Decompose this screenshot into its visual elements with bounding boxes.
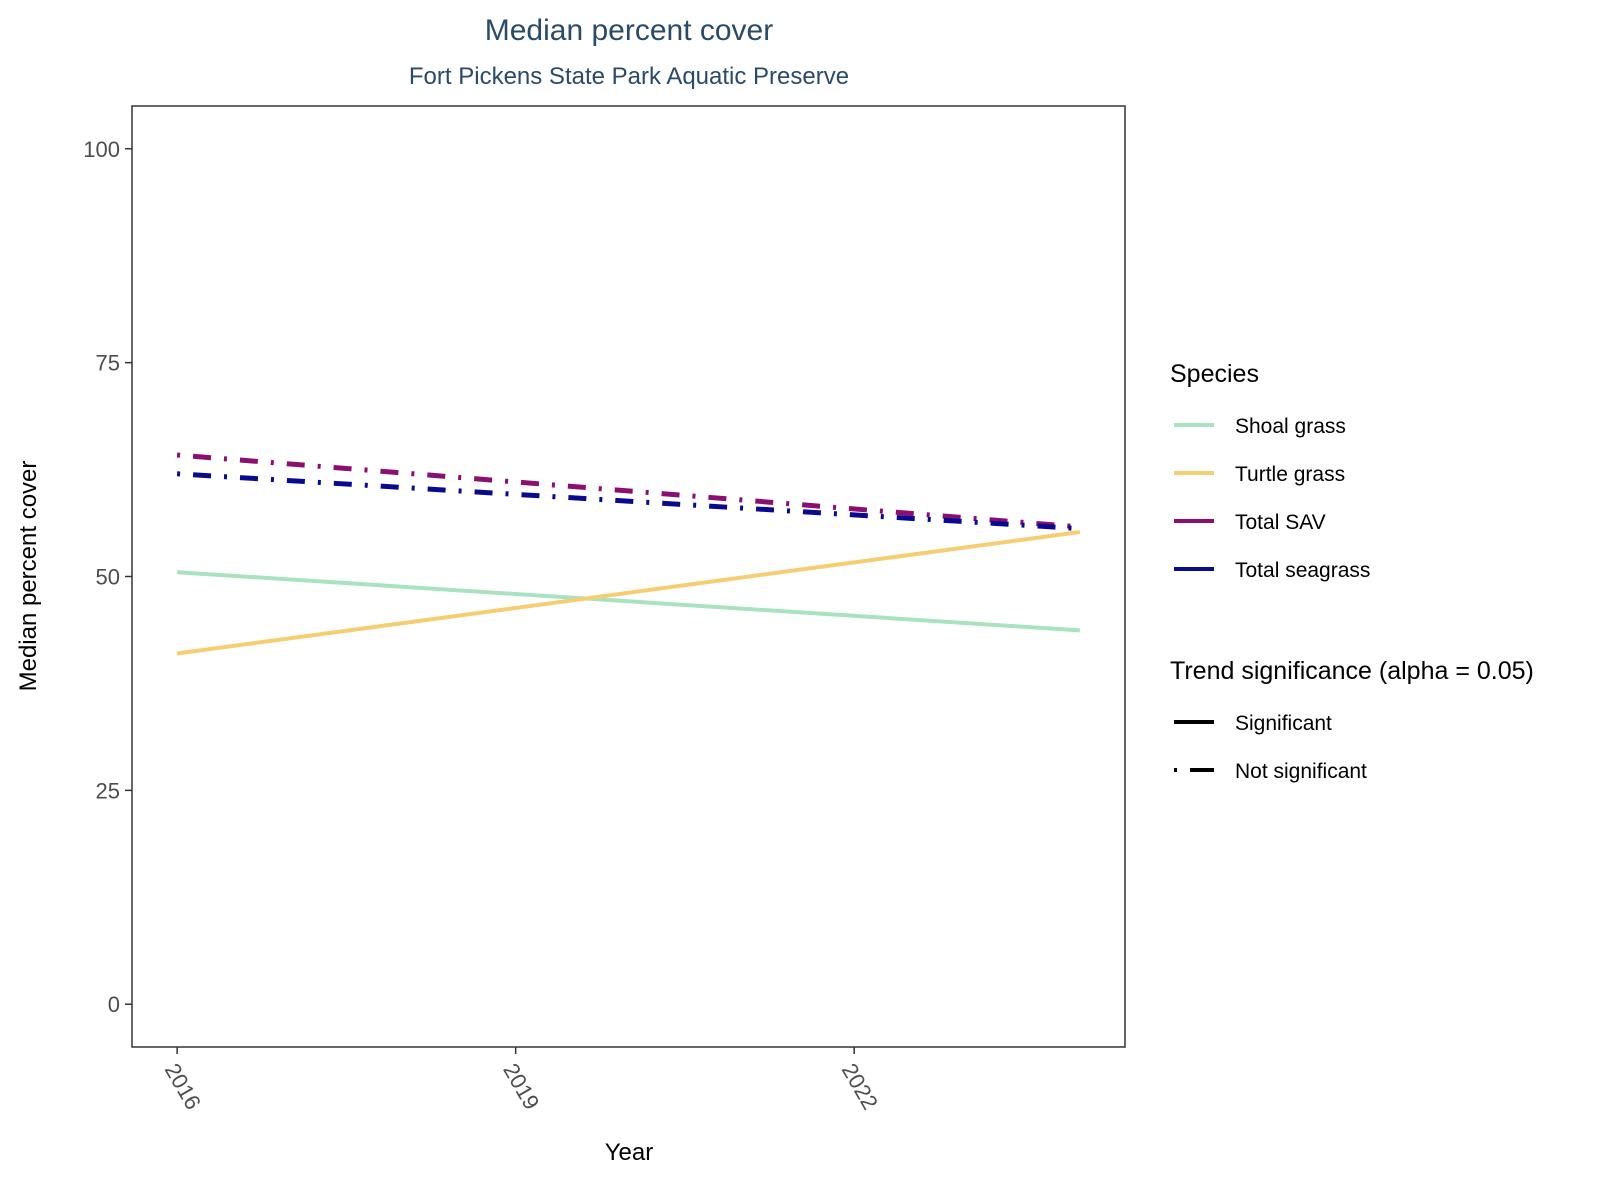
legend-label: Significant (1235, 712, 1332, 735)
legend-label: Shoal grass (1235, 415, 1346, 438)
legend-label: Turtle grass (1235, 463, 1345, 486)
legend-species-items: Shoal grass Turtle grass Total SAV Total se… (1174, 415, 1370, 582)
series-line-shoal-grass (176, 570, 1081, 633)
series-lines (176, 452, 1081, 656)
y-tick-label: 100 (83, 137, 120, 162)
legend-significance-title: Trend significance (alpha = 0.05) (1170, 657, 1534, 685)
series-line-turtle-grass (176, 530, 1081, 656)
legend-significance-items: Significant Not significant (1174, 712, 1367, 783)
y-axis: 0 25 50 75 100 (83, 137, 132, 1017)
legend-label: Total SAV (1235, 511, 1326, 534)
x-axis: 2016 2019 2022 (160, 1047, 883, 1114)
chart-subtitle: Fort Pickens State Park Aquatic Preserve (409, 63, 849, 90)
series-line-total-seagrass (176, 471, 1081, 532)
legend-species-title: Species (1170, 360, 1259, 388)
plot-panel (131, 105, 1126, 1048)
x-tick-label: 2016 (160, 1059, 206, 1114)
y-axis-title: Median percent cover (15, 461, 42, 692)
x-tick-label: 2019 (498, 1059, 544, 1114)
x-tick-label: 2022 (837, 1059, 883, 1114)
legend-label: Total seagrass (1235, 559, 1370, 582)
legend-label: Not significant (1235, 760, 1367, 783)
legend: Species Shoal grass Turtle grass Total SAV… (1170, 360, 1534, 783)
series-line-total-sav (176, 452, 1081, 530)
y-tick-label: 75 (96, 351, 120, 376)
y-tick-label: 50 (96, 565, 120, 590)
y-tick-label: 0 (108, 992, 120, 1017)
y-tick-label: 25 (96, 778, 120, 803)
x-axis-title: Year (605, 1139, 654, 1166)
chart-title: Median percent cover (485, 14, 774, 47)
